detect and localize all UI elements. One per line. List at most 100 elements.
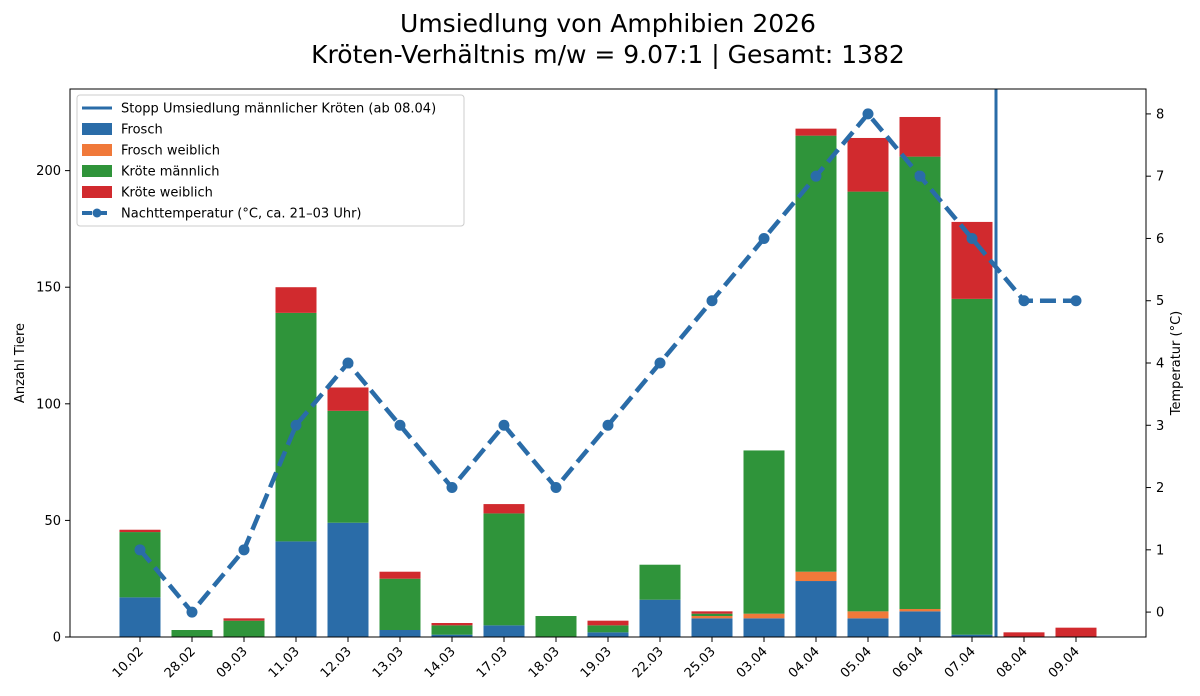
x-tick-label-28.02: 28.02 bbox=[162, 644, 199, 681]
legend-handle-series-4 bbox=[82, 186, 112, 198]
temperature-point-09.04 bbox=[1070, 295, 1082, 307]
bar-03.04-series-2 bbox=[743, 450, 785, 614]
bar-06.04-series-2 bbox=[899, 156, 941, 610]
bar-28.02-series-2 bbox=[171, 630, 213, 637]
bar-13.03-series-0 bbox=[379, 630, 421, 637]
bar-12.03-series-2 bbox=[327, 410, 369, 523]
legend-label-2: Frosch weiblich bbox=[121, 144, 220, 159]
x-tick-label-03.04: 03.04 bbox=[734, 644, 771, 681]
temperature-point-11.03 bbox=[290, 419, 302, 431]
y-axis-label: Anzahl Tiere bbox=[13, 323, 28, 403]
legend-label-5: Nachttemperatur (°C, ca. 21–03 Uhr) bbox=[121, 207, 362, 222]
bar-10.02-series-3 bbox=[119, 529, 161, 533]
temperature-point-17.03 bbox=[498, 419, 510, 431]
y2-tick-label-3: 3 bbox=[1156, 419, 1164, 434]
x-tick-label-19.03: 19.03 bbox=[578, 644, 615, 681]
bar-07.04-series-2 bbox=[951, 298, 993, 635]
temperature-point-14.03 bbox=[446, 482, 458, 494]
temperature-layer bbox=[134, 108, 1082, 618]
y2-tick-label-1: 1 bbox=[1156, 543, 1164, 558]
bar-13.03-series-3 bbox=[379, 571, 421, 579]
y2-tick-label-7: 7 bbox=[1156, 170, 1164, 185]
bar-04.04-series-0 bbox=[795, 581, 837, 637]
bar-18.03-series-2 bbox=[535, 616, 577, 637]
chart-subtitle: Kröten-Verhältnis m/w = 9.07:1 | Gesamt:… bbox=[311, 40, 905, 69]
bar-05.04-series-1 bbox=[847, 611, 889, 619]
legend-label-1: Frosch bbox=[121, 123, 163, 138]
bar-22.03-series-2 bbox=[639, 564, 681, 600]
legend-handle-temperature-marker bbox=[92, 208, 102, 218]
legend-handle-series-3 bbox=[82, 165, 112, 177]
bar-10.02-series-0 bbox=[119, 597, 161, 637]
temperature-point-07.04 bbox=[966, 232, 978, 244]
x-tick-label-10.02: 10.02 bbox=[110, 644, 147, 681]
y2-tick-label-5: 5 bbox=[1156, 294, 1164, 309]
y-tick-label-0: 0 bbox=[53, 631, 61, 646]
x-tick-label-08.04: 08.04 bbox=[994, 644, 1031, 681]
temperature-point-18.03 bbox=[550, 482, 562, 494]
legend: Stopp Umsiedlung männlicher Kröten (ab 0… bbox=[76, 94, 465, 227]
temperature-point-28.02 bbox=[186, 606, 198, 618]
temperature-point-22.03 bbox=[654, 357, 666, 369]
x-tick-label-25.03: 25.03 bbox=[682, 644, 719, 681]
x-tick-label-04.04: 04.04 bbox=[786, 644, 823, 681]
bar-04.04-series-2 bbox=[795, 135, 837, 572]
x-tick-label-13.03: 13.03 bbox=[370, 644, 407, 681]
temperature-point-08.04 bbox=[1018, 295, 1030, 307]
x-tick-label-06.04: 06.04 bbox=[890, 644, 927, 681]
bar-07.04-series-0 bbox=[951, 634, 993, 637]
x-tick-label-22.03: 22.03 bbox=[630, 644, 667, 681]
bar-22.03-series-0 bbox=[639, 599, 681, 637]
x-tick-label-14.03: 14.03 bbox=[422, 644, 459, 681]
bar-13.03-series-2 bbox=[379, 578, 421, 631]
y-tick-label-200: 200 bbox=[36, 164, 61, 179]
bar-09.03-series-3 bbox=[223, 618, 265, 621]
y-tick-label-150: 150 bbox=[36, 281, 61, 296]
bar-03.04-series-0 bbox=[743, 618, 785, 637]
x-tick-label-11.03: 11.03 bbox=[266, 644, 303, 681]
legend-box bbox=[76, 94, 465, 227]
bar-05.04-series-2 bbox=[847, 191, 889, 612]
chart-title: Umsiedlung von Amphibien 2026 bbox=[400, 9, 816, 38]
bar-19.03-series-3 bbox=[587, 620, 629, 626]
bar-06.04-series-1 bbox=[899, 609, 941, 612]
temperature-point-04.04 bbox=[810, 170, 822, 182]
bar-25.03-series-3 bbox=[691, 611, 733, 614]
x-tick-label-05.04: 05.04 bbox=[838, 644, 875, 681]
bar-11.03-series-3 bbox=[275, 287, 317, 313]
bar-12.03-series-3 bbox=[327, 387, 369, 411]
temperature-point-13.03 bbox=[394, 419, 406, 431]
legend-label-0: Stopp Umsiedlung männlicher Kröten (ab 0… bbox=[121, 102, 436, 117]
y2-axis-label: Temperatur (°C) bbox=[1169, 311, 1184, 417]
bar-08.04-series-3 bbox=[1003, 632, 1045, 637]
temperature-point-06.04 bbox=[914, 170, 926, 182]
bar-17.03-series-2 bbox=[483, 513, 525, 626]
bar-09.04-series-3 bbox=[1055, 627, 1097, 637]
legend-label-3: Kröte männlich bbox=[121, 165, 219, 180]
temperature-point-12.03 bbox=[342, 357, 354, 369]
x-tick-label-17.03: 17.03 bbox=[474, 644, 511, 681]
legend-handle-series-2 bbox=[82, 144, 112, 156]
bar-04.04-series-1 bbox=[795, 571, 837, 582]
temperature-point-25.03 bbox=[706, 295, 718, 307]
x-tick-label-09.04: 09.04 bbox=[1046, 644, 1083, 681]
bar-25.03-series-0 bbox=[691, 618, 733, 637]
bar-25.03-series-2 bbox=[691, 613, 733, 617]
bar-03.04-series-1 bbox=[743, 613, 785, 619]
y-tick-label-100: 100 bbox=[36, 397, 61, 412]
legend-label-4: Kröte weiblich bbox=[121, 186, 213, 201]
bar-06.04-series-3 bbox=[899, 116, 941, 157]
x-tick-label-18.03: 18.03 bbox=[526, 644, 563, 681]
legend-handle-series-1 bbox=[82, 123, 112, 135]
y2-tick-label-0: 0 bbox=[1156, 606, 1164, 621]
bar-layer bbox=[119, 89, 1097, 637]
temperature-point-05.04 bbox=[862, 108, 874, 120]
bar-25.03-series-1 bbox=[691, 616, 733, 619]
bar-06.04-series-0 bbox=[899, 611, 941, 637]
bar-14.03-series-3 bbox=[431, 623, 473, 626]
bar-14.03-series-0 bbox=[431, 634, 473, 637]
bar-17.03-series-3 bbox=[483, 504, 525, 514]
bar-17.03-series-0 bbox=[483, 625, 525, 637]
bar-10.02-series-2 bbox=[119, 532, 161, 598]
